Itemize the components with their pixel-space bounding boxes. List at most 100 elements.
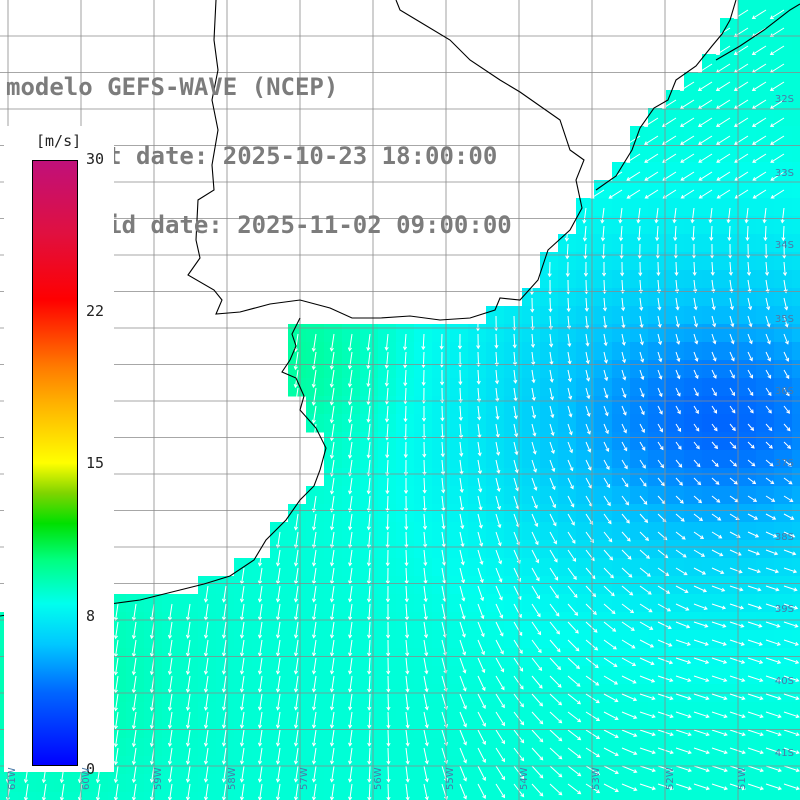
wind-arrow xyxy=(765,351,771,362)
wind-speed-cell xyxy=(90,792,109,800)
wind-speed-cell xyxy=(522,594,541,613)
wind-speed-cell xyxy=(414,558,433,577)
wind-arrow xyxy=(549,459,555,472)
wind-speed-cell xyxy=(324,378,343,397)
wind-speed-cell xyxy=(378,468,397,487)
wind-arrow-head xyxy=(612,645,617,650)
wind-arrow xyxy=(133,729,137,747)
wind-arrow xyxy=(368,657,371,674)
wind-arrow-head xyxy=(715,480,720,485)
wind-arrow xyxy=(531,711,543,725)
wind-speed-cell xyxy=(630,792,649,800)
wind-speed-cell xyxy=(342,450,361,469)
wind-arrow-head xyxy=(719,552,724,557)
wind-arrow xyxy=(549,693,562,706)
wind-arrow xyxy=(531,639,542,653)
wind-speed-cell xyxy=(234,630,253,649)
wind-arrow-head xyxy=(741,659,746,664)
wind-arrow-head xyxy=(384,346,389,351)
wind-arrow xyxy=(657,585,670,594)
wind-speed-cell xyxy=(612,648,631,667)
wind-arrow-head xyxy=(622,376,627,381)
wind-arrow xyxy=(459,495,463,511)
wind-arrow xyxy=(423,603,427,620)
wind-arrow-head xyxy=(716,194,721,199)
wind-arrow xyxy=(783,765,800,772)
wind-speed-cell xyxy=(720,396,739,415)
wind-arrow-head xyxy=(479,578,484,584)
wind-arrow-head xyxy=(566,308,571,313)
wind-speed-cell xyxy=(792,576,800,595)
wind-arrow xyxy=(711,423,718,431)
wind-arrow-head xyxy=(784,323,789,328)
wind-speed-cell xyxy=(432,450,451,469)
wind-arrow-head xyxy=(497,506,502,511)
wind-arrow xyxy=(495,441,500,456)
wind-speed-cell xyxy=(702,504,721,523)
wind-speed-cell xyxy=(396,576,415,595)
wind-speed-cell xyxy=(468,630,487,649)
wind-arrow xyxy=(729,729,746,736)
wind-arrow-head xyxy=(131,671,136,676)
wind-arrow-head xyxy=(554,576,559,581)
wind-arrow-head xyxy=(459,488,464,494)
wind-arrow-head xyxy=(604,412,609,417)
wind-arrow xyxy=(477,567,484,583)
wind-arrow-head xyxy=(759,659,764,664)
wind-arrow xyxy=(747,621,762,628)
wind-arrow-head xyxy=(367,724,372,729)
wind-speed-cell xyxy=(414,378,433,397)
wind-arrow-head xyxy=(733,105,738,109)
wind-speed-cell xyxy=(756,486,775,505)
wind-arrow xyxy=(477,675,486,691)
wind-arrow-head xyxy=(520,757,525,762)
wind-speed-cell xyxy=(504,324,523,343)
wind-arrow-head xyxy=(404,616,410,621)
wind-speed-cell xyxy=(738,792,757,800)
wind-arrow-head xyxy=(705,732,710,737)
wind-speed-cell xyxy=(432,558,451,577)
wind-speed-cell xyxy=(198,576,217,595)
wind-speed-cell xyxy=(558,396,577,415)
wind-arrow-head xyxy=(557,683,562,688)
wind-arrow-head xyxy=(640,376,645,381)
wind-arrow-head xyxy=(751,123,756,127)
wind-arrow-head xyxy=(458,416,463,422)
wind-arrow-head xyxy=(568,413,573,418)
wind-arrow-head xyxy=(766,323,771,328)
wind-arrow xyxy=(621,639,635,649)
wind-speed-cell xyxy=(486,540,505,559)
wind-arrow xyxy=(711,783,728,790)
wind-arrow xyxy=(765,639,781,646)
wind-arrow-head xyxy=(257,742,263,747)
wind-arrow-head xyxy=(185,634,191,639)
wind-arrow xyxy=(423,747,428,764)
wind-arrow-head xyxy=(607,502,611,507)
wind-arrow-head xyxy=(462,687,467,692)
wind-speed-cell xyxy=(594,396,613,415)
wind-arrow-head xyxy=(293,688,299,693)
wind-arrow-head xyxy=(601,272,607,277)
wind-arrow xyxy=(495,531,501,546)
wind-arrow xyxy=(639,441,646,451)
wind-arrow-head xyxy=(501,758,505,763)
wind-speed-cell xyxy=(342,324,361,343)
wind-speed-cell xyxy=(666,396,685,415)
wind-speed-cell xyxy=(612,756,631,775)
wind-arrow-head xyxy=(751,51,756,56)
wind-arrow xyxy=(747,603,762,609)
wind-arrow xyxy=(549,441,555,454)
wind-arrow-head xyxy=(649,626,654,630)
wind-speed-cell xyxy=(288,558,307,577)
wind-speed-cell xyxy=(414,522,433,541)
wind-arrow xyxy=(639,405,645,415)
wind-arrow xyxy=(549,495,556,508)
wind-arrow-head xyxy=(698,141,703,145)
wind-speed-cell xyxy=(396,558,415,577)
wind-arrow xyxy=(717,189,731,199)
wind-arrow-head xyxy=(727,237,732,242)
wind-speed-cell xyxy=(738,540,757,559)
wind-arrow-head xyxy=(221,598,227,603)
wind-speed-cell xyxy=(468,522,487,541)
